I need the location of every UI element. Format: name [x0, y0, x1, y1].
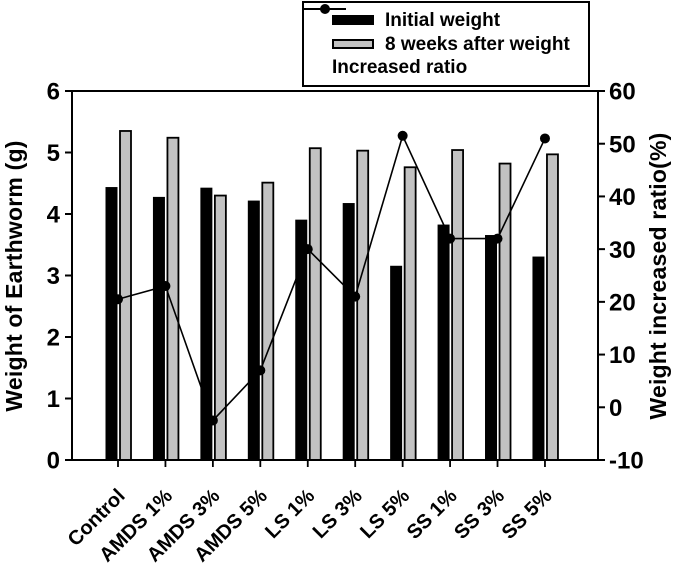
- bar-initial-8: [437, 224, 450, 461]
- x-axis-category-label: SS 3%: [450, 485, 509, 544]
- x-axis-category-label: SS 1%: [403, 485, 462, 544]
- right-axis-tick-label: 10: [609, 342, 636, 369]
- x-axis-category-label: SS 5%: [498, 485, 557, 544]
- bar-initial-6: [342, 203, 355, 461]
- bar-8weeks-9: [498, 162, 512, 461]
- ratio-marker-9: [492, 233, 503, 244]
- ratio-marker-4: [255, 365, 266, 376]
- legend: Initial weight 8 weeks after weight Incr…: [302, 1, 590, 87]
- legend-item-8-weeks-weight: 8 weeks after weight: [332, 35, 588, 54]
- ratio-marker-5: [302, 244, 313, 255]
- left-axis-tick-label: 5: [47, 140, 60, 167]
- right-axis-tick-label: 60: [609, 79, 636, 106]
- left-axis-tick-label: 2: [47, 325, 60, 352]
- black-bar-swatch-icon: [332, 15, 374, 26]
- ratio-marker-10: [539, 133, 550, 144]
- bar-8weeks-7: [403, 166, 417, 461]
- bar-initial-10: [532, 256, 545, 461]
- left-axis-tick-label: 0: [47, 448, 60, 475]
- right-axis-tick-label: 0: [609, 395, 622, 422]
- x-axis-category-label: LS 3%: [309, 485, 367, 543]
- ratio-marker-6: [350, 291, 361, 302]
- right-axis-tick-label: -10: [609, 448, 644, 475]
- left-axis-tick-label: 6: [47, 79, 60, 106]
- ratio-marker-2: [160, 281, 171, 292]
- bar-initial-2: [152, 196, 165, 461]
- gray-bar-swatch-icon: [332, 39, 374, 49]
- right-axis-tick-label: 40: [609, 184, 636, 211]
- left-axis-title: Weight of Earthworm (g): [1, 140, 27, 411]
- bar-8weeks-5: [308, 147, 322, 461]
- ratio-marker-7: [397, 130, 408, 141]
- legend-item-initial-weight: Initial weight: [332, 11, 588, 30]
- right-axis-tick-label: 30: [609, 237, 636, 264]
- right-axis-tick-label: 20: [609, 289, 636, 316]
- bar-initial-7: [390, 265, 403, 461]
- right-axis-title: Weight increased ratio(%): [645, 132, 671, 419]
- legend-item-increased-ratio: Increased ratio: [304, 4, 588, 79]
- right-axis-tick-label: 50: [609, 131, 636, 158]
- bar-8weeks-6: [356, 149, 370, 461]
- bar-initial-9: [485, 235, 498, 461]
- increased-ratio-line: [117, 133, 546, 422]
- left-axis-tick-label: 1: [47, 386, 60, 413]
- bar-8weeks-4: [261, 181, 275, 461]
- ratio-marker-1: [113, 294, 123, 305]
- bar-8weeks-8: [451, 149, 464, 461]
- legend-label: Initial weight: [385, 9, 501, 31]
- left-axis-tick-label: 3: [47, 263, 60, 290]
- legend-label: Increased ratio: [332, 57, 468, 79]
- bar-initial-4: [247, 200, 260, 461]
- legend-label: 8 weeks after weight: [385, 33, 570, 55]
- x-axis-category-label: LS 1%: [261, 485, 319, 543]
- bar-8weeks-10: [546, 153, 559, 461]
- left-axis-tick-label: 4: [47, 202, 61, 229]
- ratio-marker-3: [207, 415, 218, 426]
- bar-8weeks-2: [166, 136, 180, 461]
- ratio-marker-8: [445, 233, 456, 244]
- line-marker-swatch-icon: [304, 4, 346, 14]
- x-axis-category-label: LS 5%: [356, 485, 414, 543]
- bar-initial-1: [105, 187, 118, 461]
